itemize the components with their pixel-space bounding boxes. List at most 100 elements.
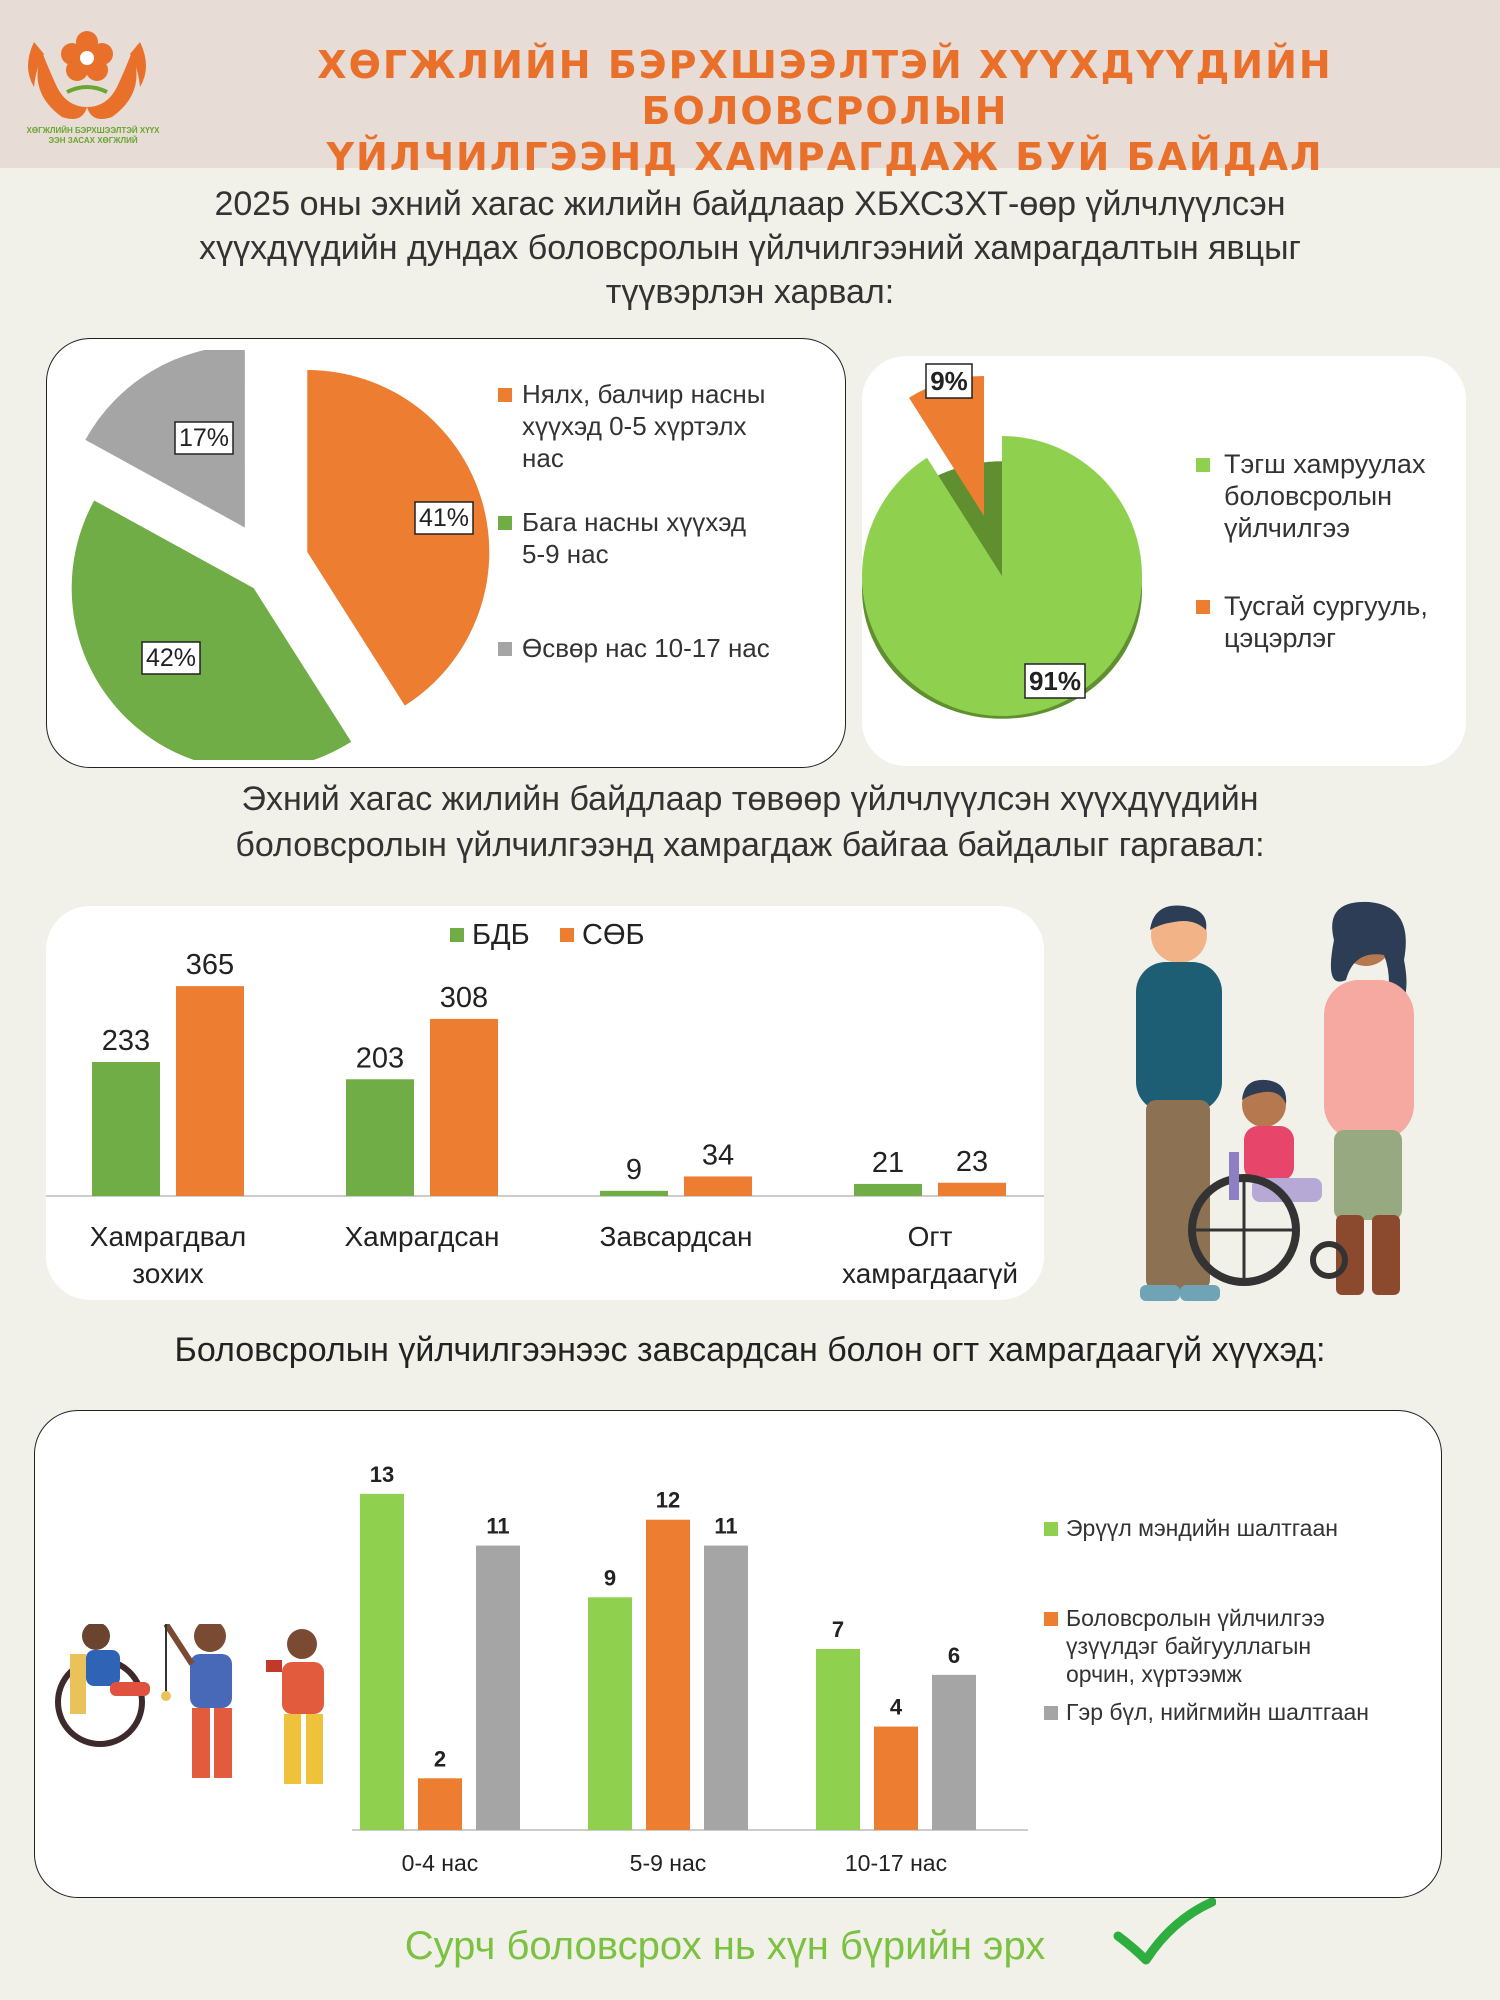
pie-value-box [174,421,234,455]
pie-slice-2 [85,350,245,528]
legend-swatch [1044,1706,1058,1720]
checkmark-icon [1113,1898,1216,1965]
dropout-bar-chart: 13 2 11 0-4 нас 9 12 11 5-9 нас 7 4 6 10-17 нас [352,1462,1028,1876]
section2-title-line: боловсролын үйлчилгээнд хамрагдаж байгаа… [235,826,1265,864]
pie-value-label: 9% [930,366,968,396]
pie-slice-0 [307,369,490,706]
x-tick-label: Огт [908,1221,953,1252]
x-tick-label: Хамрагдвал [90,1221,246,1252]
legend-label: Бага насны хүүхэд 5-9 нас [522,507,747,569]
legend-swatch [450,928,464,942]
bar-1-3 [938,1182,1006,1196]
section3-title: Боловсролын үйлчилгээнээс завсардсан бол… [174,1331,1326,1369]
age-pie-legend: Нялх, балчир насны хүүхэд 0-5 хүртэлх нас Б… [498,378,828,678]
pie-value-label: 42% [146,644,196,672]
bar-value-label: 11 [486,1514,509,1539]
intro-line: хүүхдүүдийн дундах боловсролын үйлчилгээ… [199,229,1301,267]
pie-value-box [414,501,474,535]
pie-value-label: 41% [419,504,469,532]
bar-value-label: 7 [832,1617,844,1642]
bar-value-label: 4 [890,1695,903,1720]
legend-label: Нялх, балчир насны хүүхэд 0-5 хүртэлх нас [522,379,766,473]
pie-slice-1 [908,376,984,516]
bar-value-label: 233 [102,1025,150,1057]
bar-0-0 [92,1062,160,1196]
bar-0-3 [854,1183,922,1196]
legend-swatch [1196,458,1210,472]
legend-label: БДБ [472,919,530,951]
legend-swatch [498,388,512,402]
bar-value-label: 308 [440,982,488,1014]
bar-value-label: 34 [702,1139,734,1171]
legend-label: Тэгш хамруулах боловсролын үйлчилгээ [1224,449,1426,543]
pie-slice-1 [71,500,352,760]
section2-title-line: Эхний хагас жилийн байдлаар төвөөр үйлчл… [241,780,1259,818]
logo-caption-line: ХӨГЖЛИЙН БЭРХШЭЭЛТЭЙ ХҮҮХ [26,126,160,135]
x-tick-label: Хамрагдсан [345,1221,500,1252]
legend-label: Боловсролын үйлчилгээ үзүүлдэг байгууллаг… [1066,1605,1325,1687]
footer-slogan: Сурч боловсрох нь хүн бүрийн эрх [404,1924,1046,1968]
pie-value-box [141,641,201,675]
logo-caption-line: ЭЭН ЗАСАХ ХӨГЖЛИЙ [48,136,138,145]
bar-1-2 [684,1176,752,1196]
pie-value-label: 91% [1029,666,1081,696]
bar-0-1 [588,1597,632,1830]
legend-label: Тусгай сургууль, цэцэрлэг [1224,591,1428,653]
x-tick-label: 0-4 нас [402,1850,479,1876]
legend-label: Өсвөр нас 10-17 нас [522,633,770,663]
bar-0-2 [816,1649,860,1830]
school-type-pie-chart: 91% 9% [862,363,1142,719]
bar-value-label: 21 [872,1147,904,1179]
bar-value-label: 13 [370,1462,394,1487]
bar-value-label: 11 [714,1514,737,1539]
bar-0-0 [360,1493,404,1830]
bar-0-2 [600,1190,668,1196]
organization-logo-icon [28,31,146,120]
pie-value-label: 17% [179,424,229,452]
x-tick-label: хамрагдаагүй [842,1258,1018,1289]
x-tick-label: зохих [132,1258,203,1289]
bar-1-0 [418,1778,462,1830]
logo-caption: ХӨГЖЛИЙН БЭРХШЭЭЛТЭЙ ХҮҮХ ЭЭН ЗАСАХ ХӨГЖ… [18,126,168,146]
intro-line: 2025 оны эхний хагас жилийн байдлаар ХБХ… [214,185,1286,223]
legend-swatch [1044,1522,1058,1536]
x-tick-label: Завсардсан [600,1221,753,1252]
dropout-bar-legend: Эрүүл мэндийн шалтгаан Боловсролын үйлчил… [1044,1514,1424,1744]
legend-swatch [560,928,574,942]
legend-label: Эрүүл мэндийн шалтгаан [1066,1515,1338,1541]
bar-value-label: 12 [656,1488,680,1513]
pie-value-box [925,363,973,399]
pie-slice-0 [862,436,1142,716]
family-illustration-icon [1136,901,1414,1301]
page-title-line2: ҮЙЛЧИЛГЭЭНД ХАМРАГДАЖ БУЙ БАЙДАЛ [326,135,1324,179]
bar-value-label: 9 [604,1565,616,1590]
x-tick-label: 5-9 нас [630,1850,707,1876]
bar-value-label: 203 [356,1042,404,1074]
bar-2-2 [932,1674,976,1830]
intro-line: түүвэрлэн харвал: [605,273,895,311]
legend-label: Гэр бүл, нийгмийн шалтгаан [1066,1699,1369,1725]
bar-1-2 [874,1726,918,1830]
legend-swatch [498,516,512,530]
pie-value-box [1024,663,1086,699]
bar-0-1 [346,1079,414,1196]
bar-value-label: 9 [626,1154,642,1186]
children-illustration-icon [55,1624,324,1784]
page-title: ХӨГЖЛИЙН БЭРХШЭЭЛТЭЙ ХҮҮХДҮҮДИЙН БОЛОВСР… [175,42,1475,180]
bar-1-0 [176,986,244,1196]
bar-value-label: 23 [956,1146,988,1178]
bar-1-1 [430,1018,498,1196]
age-pie-chart: 41% 42% 17% [71,350,490,760]
legend-swatch [1196,600,1210,614]
bar-1-1 [646,1519,690,1830]
intro-text: 2025 оны эхний хагас жилийн байдлаар ХБХ… [80,182,1420,314]
legend-swatch [498,642,512,656]
bar-value-label: 365 [186,949,234,981]
x-tick-label: 10-17 нас [845,1850,947,1876]
bar-2-1 [704,1545,748,1830]
coverage-bar-chart: БДБ СӨБ 233 365 Хамрагдвал зохих 203 308 Хамрагд… [46,919,1044,1289]
page-title-line1: ХӨГЖЛИЙН БЭРХШЭЭЛТЭЙ ХҮҮХДҮҮДИЙН БОЛОВСР… [317,43,1333,133]
legend-swatch [1044,1612,1058,1626]
header-banner [0,0,1500,168]
legend-label: СӨБ [582,919,645,951]
